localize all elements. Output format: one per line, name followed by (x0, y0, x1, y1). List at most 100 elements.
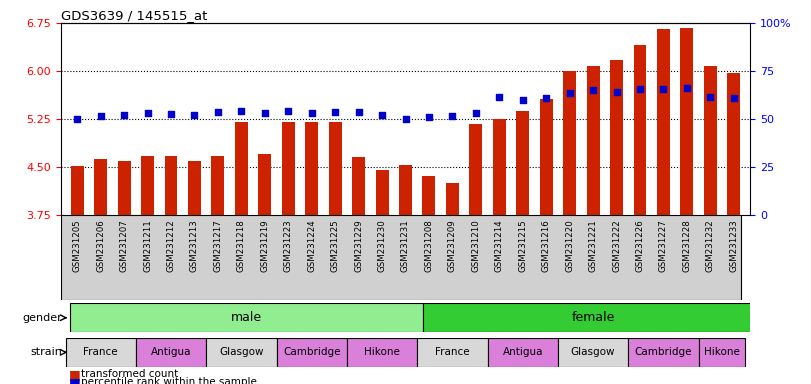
Point (259, 109, 272, 116)
Text: GSM231227: GSM231227 (659, 219, 668, 272)
Bar (305, 122, 318, 215)
Text: GSM231210: GSM231210 (471, 219, 480, 272)
Point (165, 111, 178, 117)
Text: GSM231225: GSM231225 (331, 219, 340, 272)
Point (141, 109, 154, 116)
Bar (423, 176, 436, 215)
Text: GSM231217: GSM231217 (213, 219, 222, 272)
Point (235, 108, 248, 114)
Bar (633, 45, 646, 215)
Point (517, 97, 530, 103)
Text: strain: strain (30, 347, 62, 358)
Text: GSM231231: GSM231231 (401, 219, 410, 272)
Text: ■: ■ (69, 368, 80, 381)
Bar (188, 161, 201, 215)
Text: female: female (572, 311, 615, 324)
Point (586, 87, 599, 93)
Bar (680, 28, 693, 215)
Bar (399, 165, 412, 215)
Text: male: male (230, 311, 262, 324)
Point (94, 113, 107, 119)
Bar (704, 66, 717, 215)
Bar (375, 170, 388, 215)
Bar (610, 60, 623, 215)
Bar (423, 303, 757, 332)
Bar (71, 303, 423, 332)
Text: GSM231213: GSM231213 (190, 219, 199, 272)
Text: GSM231214: GSM231214 (495, 219, 504, 272)
Bar (71, 166, 84, 215)
Text: GSM231228: GSM231228 (682, 219, 691, 272)
Point (328, 109, 341, 115)
Bar (277, 338, 347, 367)
Point (423, 114, 436, 120)
Text: GSM231211: GSM231211 (143, 219, 152, 272)
Point (470, 109, 483, 116)
Bar (141, 156, 154, 215)
Text: Hikone: Hikone (364, 347, 400, 358)
Text: gender: gender (22, 313, 62, 323)
Point (352, 109, 365, 115)
Bar (66, 338, 136, 367)
Point (71, 116, 84, 122)
Bar (206, 338, 277, 367)
Text: transformed count: transformed count (81, 369, 178, 379)
Bar (470, 124, 483, 215)
Text: GSM231212: GSM231212 (166, 219, 175, 272)
Text: GSM231222: GSM231222 (612, 219, 621, 272)
Bar (417, 338, 487, 367)
Point (118, 111, 131, 118)
Text: GSM231229: GSM231229 (354, 219, 363, 272)
Text: GSM231219: GSM231219 (260, 219, 269, 272)
Point (305, 109, 318, 116)
Bar (446, 183, 459, 215)
Text: percentile rank within the sample: percentile rank within the sample (81, 377, 257, 384)
Point (610, 88, 623, 94)
Point (539, 95, 552, 101)
Bar (94, 159, 107, 215)
Bar (328, 122, 341, 215)
Bar (657, 30, 670, 215)
Text: GSM231215: GSM231215 (518, 219, 527, 272)
Point (680, 85, 693, 91)
Text: GSM231226: GSM231226 (636, 219, 645, 272)
Text: GSM231220: GSM231220 (565, 219, 574, 272)
Text: Cambridge: Cambridge (635, 347, 692, 358)
Point (493, 94, 506, 100)
Point (188, 111, 201, 118)
Point (657, 86, 670, 92)
Text: Hikone: Hikone (704, 347, 740, 358)
Text: GSM231233: GSM231233 (729, 219, 738, 272)
Bar (352, 157, 365, 215)
Bar (487, 338, 558, 367)
Bar (281, 122, 294, 215)
Text: Cambridge: Cambridge (283, 347, 341, 358)
Bar (118, 161, 131, 215)
Text: GSM231209: GSM231209 (448, 219, 457, 272)
Text: Glasgow: Glasgow (571, 347, 616, 358)
Bar (235, 122, 248, 215)
Text: GSM231206: GSM231206 (97, 219, 105, 272)
Bar (558, 338, 629, 367)
Text: GSM231216: GSM231216 (542, 219, 551, 272)
Bar (212, 156, 225, 215)
Bar (165, 156, 178, 215)
Point (212, 109, 225, 115)
Text: France: France (84, 347, 118, 358)
Text: GSM231218: GSM231218 (237, 219, 246, 272)
Text: GSM231221: GSM231221 (589, 219, 598, 272)
Bar (586, 66, 599, 215)
Point (281, 108, 294, 114)
Text: Antigua: Antigua (151, 347, 191, 358)
Point (704, 94, 717, 100)
Point (375, 112, 388, 118)
Text: GDS3639 / 145515_at: GDS3639 / 145515_at (61, 9, 207, 22)
Text: GSM231207: GSM231207 (120, 219, 129, 272)
Bar (493, 119, 506, 215)
Bar (136, 338, 206, 367)
Bar (727, 73, 740, 215)
Bar (347, 338, 417, 367)
Text: GSM231208: GSM231208 (424, 219, 433, 272)
Bar (698, 338, 745, 367)
Point (399, 116, 412, 122)
